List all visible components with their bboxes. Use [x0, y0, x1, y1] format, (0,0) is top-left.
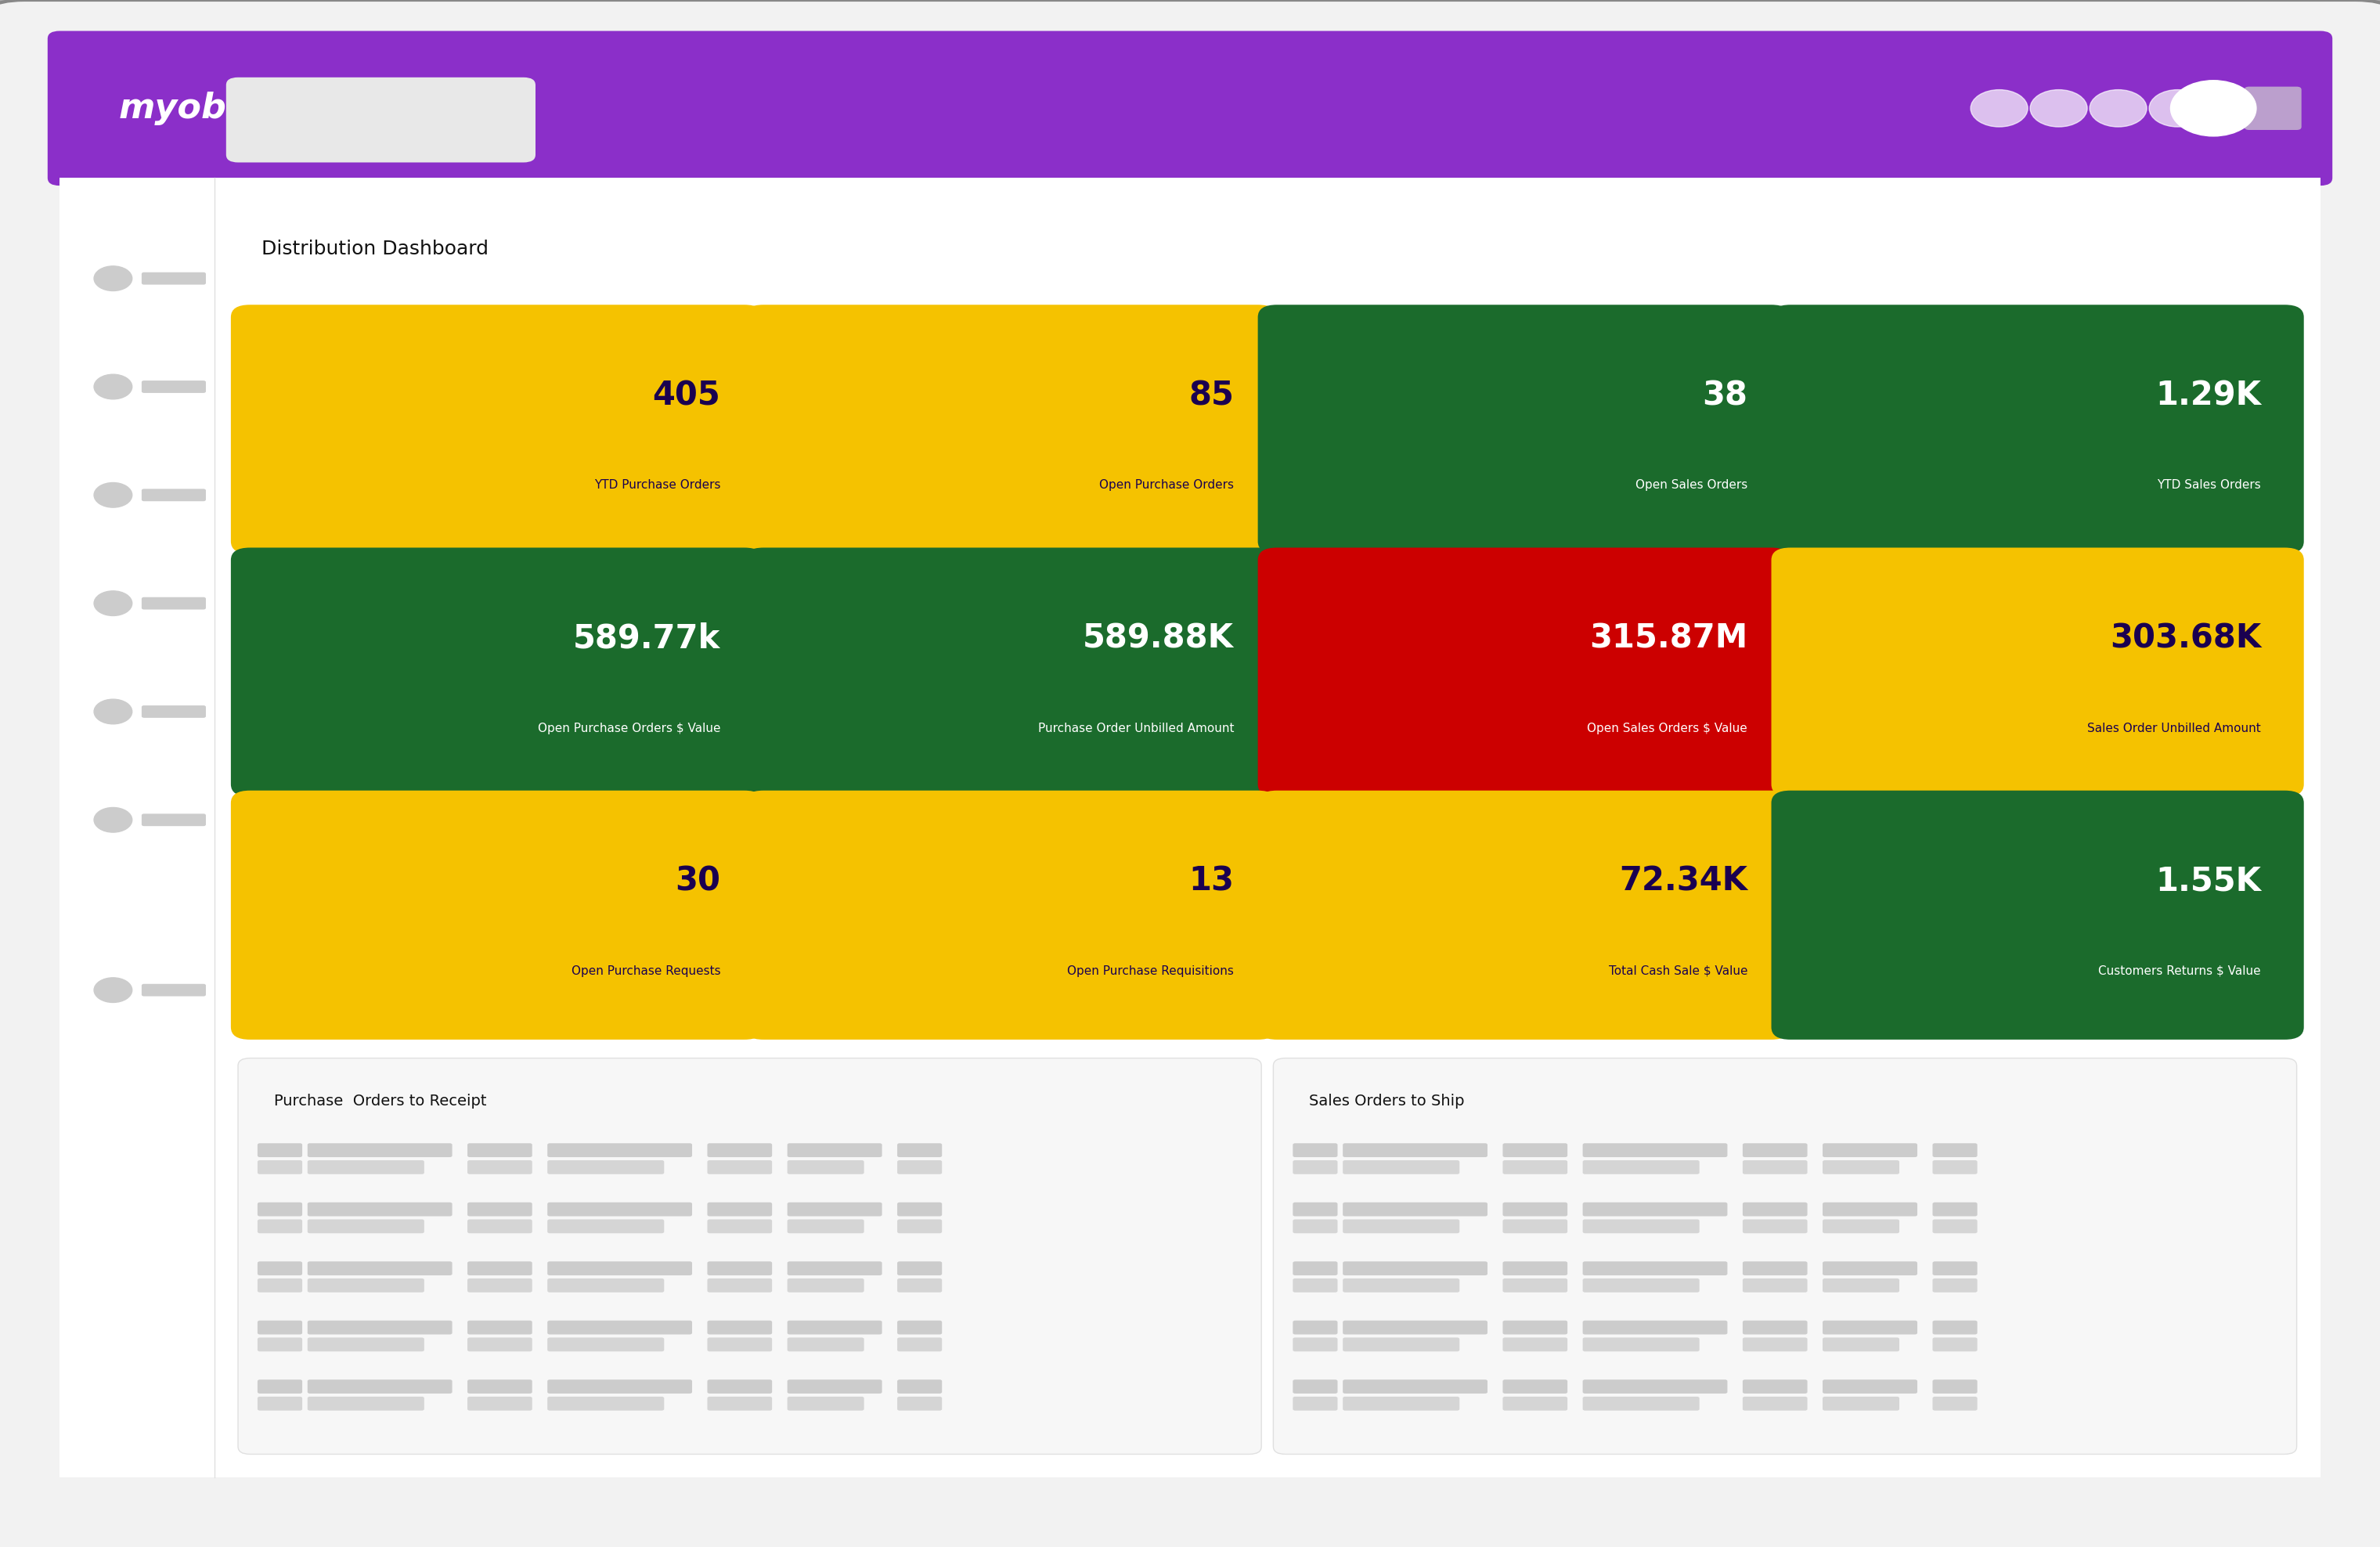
Text: Total Cash Sale $ Value: Total Cash Sale $ Value [1609, 965, 1747, 978]
FancyBboxPatch shape [1292, 1278, 1338, 1292]
FancyBboxPatch shape [897, 1278, 942, 1292]
FancyBboxPatch shape [257, 1397, 302, 1411]
FancyBboxPatch shape [1933, 1397, 1978, 1411]
FancyBboxPatch shape [1742, 1160, 1806, 1174]
FancyBboxPatch shape [1342, 1261, 1488, 1275]
FancyBboxPatch shape [707, 1278, 771, 1292]
FancyBboxPatch shape [1933, 1219, 1978, 1233]
FancyBboxPatch shape [143, 984, 207, 996]
FancyBboxPatch shape [466, 1261, 533, 1275]
Circle shape [2090, 90, 2147, 127]
FancyBboxPatch shape [547, 1338, 664, 1352]
FancyBboxPatch shape [143, 381, 207, 393]
FancyBboxPatch shape [1342, 1338, 1459, 1352]
FancyBboxPatch shape [897, 1160, 942, 1174]
Text: Open Purchase Orders $ Value: Open Purchase Orders $ Value [538, 722, 721, 735]
FancyBboxPatch shape [307, 1219, 424, 1233]
FancyBboxPatch shape [226, 77, 536, 162]
FancyBboxPatch shape [1583, 1321, 1728, 1335]
FancyBboxPatch shape [745, 791, 1276, 1040]
Text: 589.77k: 589.77k [574, 622, 721, 654]
FancyBboxPatch shape [238, 1058, 1261, 1454]
FancyBboxPatch shape [707, 1261, 771, 1275]
Text: Purchase Order Unbilled Amount: Purchase Order Unbilled Amount [1038, 722, 1233, 735]
FancyBboxPatch shape [1583, 1202, 1728, 1216]
FancyBboxPatch shape [788, 1380, 883, 1394]
FancyBboxPatch shape [1502, 1261, 1568, 1275]
FancyBboxPatch shape [307, 1143, 452, 1157]
FancyBboxPatch shape [1933, 1321, 1978, 1335]
FancyBboxPatch shape [466, 1160, 533, 1174]
FancyBboxPatch shape [745, 548, 1276, 797]
FancyBboxPatch shape [307, 1380, 452, 1394]
FancyBboxPatch shape [307, 1261, 452, 1275]
FancyBboxPatch shape [1933, 1261, 1978, 1275]
FancyBboxPatch shape [143, 597, 207, 610]
FancyBboxPatch shape [466, 1219, 533, 1233]
Text: 303.68K: 303.68K [2109, 622, 2261, 654]
FancyBboxPatch shape [307, 1202, 452, 1216]
FancyBboxPatch shape [466, 1202, 533, 1216]
Text: Open Sales Orders: Open Sales Orders [1635, 480, 1747, 492]
FancyBboxPatch shape [1742, 1278, 1806, 1292]
Circle shape [95, 266, 133, 291]
FancyBboxPatch shape [1933, 1143, 1978, 1157]
FancyBboxPatch shape [257, 1202, 302, 1216]
FancyBboxPatch shape [466, 1380, 533, 1394]
FancyBboxPatch shape [231, 548, 764, 797]
Text: YTD Purchase Orders: YTD Purchase Orders [595, 480, 721, 492]
FancyBboxPatch shape [257, 1278, 302, 1292]
FancyBboxPatch shape [1257, 548, 1790, 797]
FancyBboxPatch shape [1257, 791, 1790, 1040]
FancyBboxPatch shape [547, 1219, 664, 1233]
FancyBboxPatch shape [1502, 1321, 1568, 1335]
FancyBboxPatch shape [1933, 1202, 1978, 1216]
FancyBboxPatch shape [1502, 1219, 1568, 1233]
FancyBboxPatch shape [1583, 1261, 1728, 1275]
Circle shape [95, 374, 133, 399]
FancyBboxPatch shape [1342, 1202, 1488, 1216]
FancyBboxPatch shape [707, 1143, 771, 1157]
Text: Open Purchase Orders: Open Purchase Orders [1100, 480, 1233, 492]
Text: 85: 85 [1188, 379, 1233, 412]
FancyBboxPatch shape [547, 1321, 693, 1335]
Circle shape [2030, 90, 2087, 127]
Circle shape [2149, 90, 2206, 127]
FancyBboxPatch shape [214, 178, 2320, 1477]
Text: Purchase  Orders to Receipt: Purchase Orders to Receipt [274, 1094, 486, 1109]
FancyBboxPatch shape [466, 1397, 533, 1411]
Circle shape [95, 699, 133, 724]
FancyBboxPatch shape [307, 1321, 452, 1335]
FancyBboxPatch shape [745, 305, 1276, 554]
Text: Open Purchase Requests: Open Purchase Requests [571, 965, 721, 978]
FancyBboxPatch shape [788, 1219, 864, 1233]
FancyBboxPatch shape [1933, 1380, 1978, 1394]
FancyBboxPatch shape [1292, 1143, 1338, 1157]
FancyBboxPatch shape [1342, 1397, 1459, 1411]
FancyBboxPatch shape [466, 1143, 533, 1157]
FancyBboxPatch shape [257, 1261, 302, 1275]
FancyBboxPatch shape [1933, 1338, 1978, 1352]
FancyBboxPatch shape [1742, 1219, 1806, 1233]
FancyBboxPatch shape [1292, 1160, 1338, 1174]
FancyBboxPatch shape [1823, 1397, 1899, 1411]
FancyBboxPatch shape [1771, 305, 2304, 554]
FancyBboxPatch shape [707, 1397, 771, 1411]
FancyBboxPatch shape [1292, 1380, 1338, 1394]
FancyBboxPatch shape [707, 1380, 771, 1394]
FancyBboxPatch shape [307, 1278, 424, 1292]
FancyBboxPatch shape [547, 1397, 664, 1411]
FancyBboxPatch shape [257, 1143, 302, 1157]
Text: 405: 405 [652, 379, 721, 412]
FancyBboxPatch shape [307, 1397, 424, 1411]
FancyBboxPatch shape [707, 1160, 771, 1174]
FancyBboxPatch shape [1342, 1160, 1459, 1174]
FancyBboxPatch shape [257, 1338, 302, 1352]
FancyBboxPatch shape [1583, 1380, 1728, 1394]
FancyBboxPatch shape [1583, 1397, 1699, 1411]
FancyBboxPatch shape [547, 1202, 693, 1216]
Text: 38: 38 [1702, 379, 1747, 412]
FancyBboxPatch shape [897, 1380, 942, 1394]
Text: Open Sales Orders $ Value: Open Sales Orders $ Value [1587, 722, 1747, 735]
